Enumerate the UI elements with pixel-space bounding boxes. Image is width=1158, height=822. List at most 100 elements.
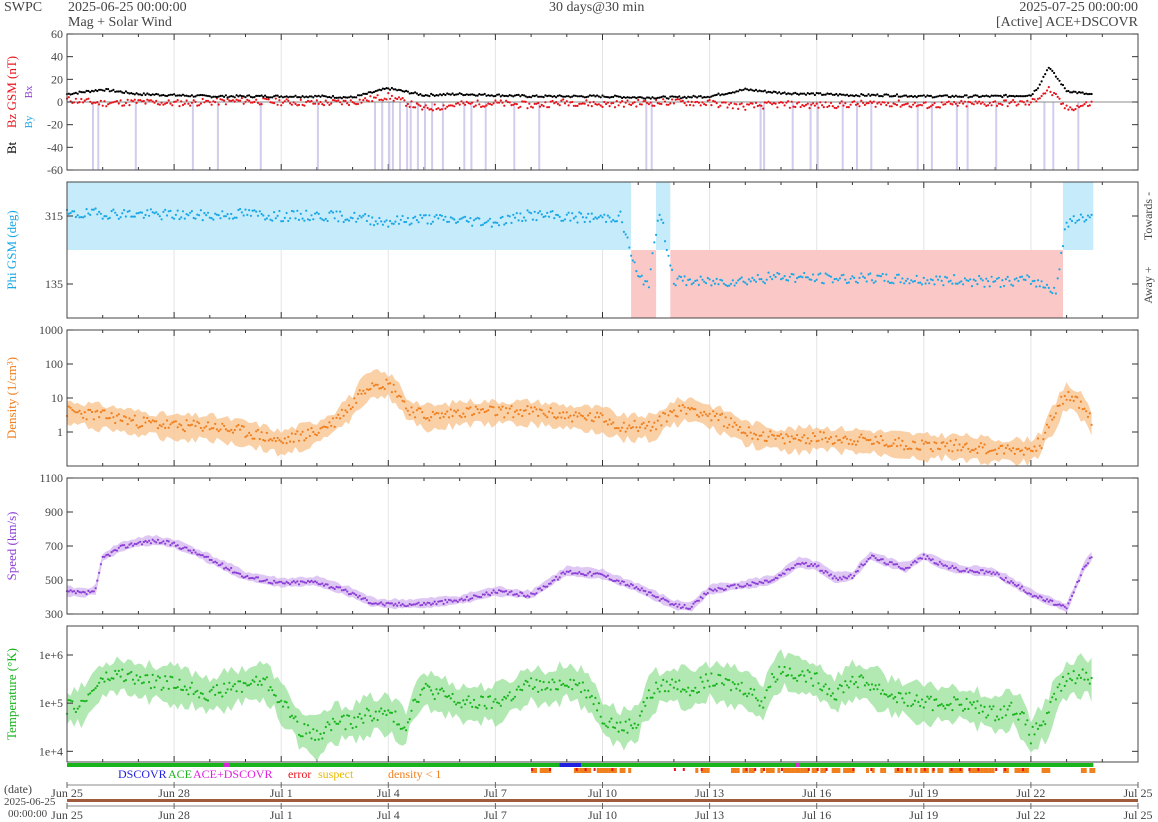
speed-point bbox=[580, 572, 583, 576]
bz-point bbox=[1015, 104, 1018, 107]
temperature-point bbox=[349, 722, 352, 726]
speed-point bbox=[804, 561, 808, 565]
density-point bbox=[253, 437, 256, 440]
temperature-point bbox=[99, 677, 102, 680]
bt-point bbox=[501, 94, 504, 97]
bz-point bbox=[647, 103, 651, 106]
phi-point bbox=[192, 216, 195, 220]
phi-point bbox=[330, 210, 333, 213]
density-point bbox=[929, 448, 933, 451]
status-bar: DSCOVR ACE ACE+DSCOVR error suspect density <… bbox=[51, 763, 1153, 800]
speed-point bbox=[819, 569, 822, 573]
phi-point bbox=[630, 254, 633, 257]
density-point bbox=[733, 421, 736, 424]
bz-point bbox=[760, 104, 763, 107]
phi-point bbox=[314, 212, 317, 215]
status-density-low-mark bbox=[846, 768, 849, 773]
temperature-point bbox=[876, 688, 879, 691]
bz-point bbox=[630, 103, 633, 107]
bt-point bbox=[324, 95, 327, 98]
bz-point bbox=[276, 103, 279, 106]
temperature-point bbox=[521, 689, 524, 692]
speed-point bbox=[1015, 585, 1018, 588]
temperature-point bbox=[801, 670, 804, 673]
bz-point bbox=[747, 103, 751, 106]
density-point bbox=[655, 428, 658, 431]
temperature-point bbox=[492, 700, 495, 703]
bz-point bbox=[428, 108, 431, 111]
speed-point bbox=[592, 572, 595, 575]
speed-point bbox=[203, 555, 206, 559]
temperature-point bbox=[563, 684, 567, 687]
temperature-point bbox=[176, 686, 179, 689]
bt-point bbox=[763, 89, 767, 92]
density-point bbox=[995, 452, 999, 455]
bz-point bbox=[644, 99, 647, 102]
bz-point bbox=[144, 102, 147, 105]
bz-point bbox=[826, 105, 829, 109]
bz-point bbox=[285, 98, 288, 101]
phi-point bbox=[447, 220, 451, 223]
phi-point bbox=[390, 222, 393, 225]
density-point bbox=[1036, 437, 1040, 440]
speed-point bbox=[833, 575, 836, 578]
status-density-low-mark bbox=[783, 768, 787, 773]
density-point bbox=[435, 411, 438, 415]
density-point bbox=[490, 405, 493, 408]
speed-point bbox=[335, 585, 338, 589]
temperature-point bbox=[217, 691, 220, 694]
bt-point bbox=[626, 96, 629, 99]
density-point bbox=[710, 419, 713, 422]
bz-point bbox=[599, 104, 602, 107]
phi-point bbox=[301, 217, 304, 220]
temperature-point bbox=[124, 679, 127, 682]
status-x-tick-label: Jul 16 bbox=[802, 786, 831, 800]
bt-point bbox=[856, 94, 859, 97]
speed-point bbox=[708, 587, 711, 591]
speed-point bbox=[271, 582, 274, 585]
temperature-point bbox=[139, 675, 142, 679]
density-point bbox=[340, 408, 343, 411]
bt-point bbox=[594, 95, 597, 98]
temperature-point bbox=[565, 684, 568, 687]
temperature-point bbox=[165, 680, 169, 683]
speed-point bbox=[415, 602, 418, 605]
speed-point bbox=[651, 594, 654, 597]
bt-point bbox=[651, 96, 654, 99]
bz-point bbox=[371, 100, 374, 103]
density-point bbox=[165, 419, 169, 422]
temperature-point bbox=[767, 686, 770, 689]
bt-point bbox=[1010, 94, 1013, 98]
bt-point bbox=[205, 94, 208, 97]
status-x-tick-label: Jul 19 bbox=[909, 786, 938, 800]
speed-point bbox=[458, 598, 461, 602]
density-point bbox=[1090, 423, 1093, 426]
temperature-point bbox=[442, 690, 445, 693]
away-label: Away + bbox=[1141, 266, 1155, 304]
bt-point bbox=[899, 95, 902, 98]
temperature-point bbox=[1013, 713, 1016, 716]
bz-point bbox=[687, 100, 690, 103]
bz-point bbox=[1078, 106, 1081, 109]
bt-point bbox=[590, 94, 593, 97]
bz-point bbox=[110, 101, 113, 104]
bz-point bbox=[1033, 98, 1036, 101]
temperature-point bbox=[519, 688, 522, 691]
temperature-point bbox=[192, 692, 195, 696]
bz-point bbox=[442, 104, 445, 107]
density-point bbox=[601, 414, 604, 417]
bz-point bbox=[692, 104, 695, 107]
speed-point bbox=[121, 544, 124, 547]
speed-point bbox=[538, 587, 542, 590]
bt-point bbox=[642, 97, 645, 100]
density-point bbox=[572, 414, 576, 417]
phi-point bbox=[365, 219, 368, 223]
speed-point bbox=[405, 605, 408, 608]
density-point bbox=[615, 427, 618, 430]
phi-point bbox=[779, 278, 783, 281]
bz-point bbox=[706, 99, 709, 102]
temperature-point bbox=[183, 685, 186, 688]
temperature-point bbox=[762, 706, 765, 709]
status-density-low-mark bbox=[760, 768, 764, 773]
bz-point bbox=[496, 101, 499, 104]
